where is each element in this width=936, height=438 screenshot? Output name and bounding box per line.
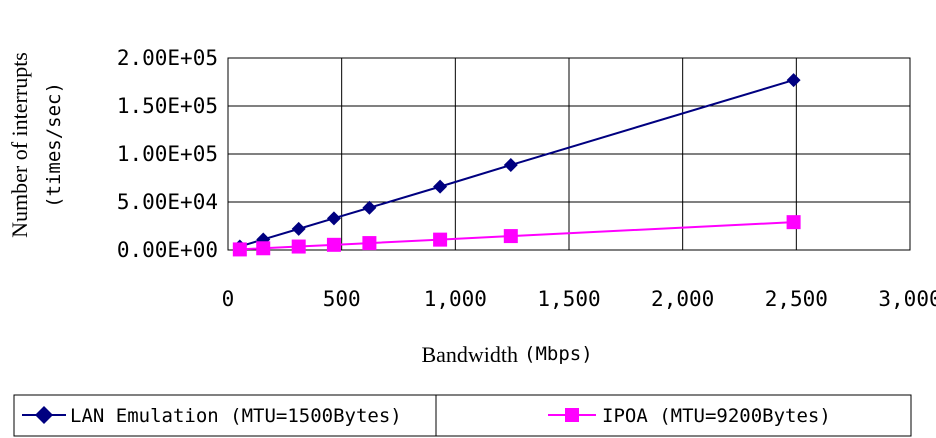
- y-tick-label: 0.00E+00: [117, 238, 218, 262]
- y-tick-label: 1.00E+05: [117, 142, 218, 166]
- x-axis-title-text: Bandwidth: [421, 342, 518, 367]
- y-axis-title-line1: Number of interrupts: [7, 52, 32, 238]
- y-tick-label: 5.00E+04: [117, 190, 218, 214]
- x-tick-label: 2,000: [651, 287, 714, 311]
- legend-label-ipoa: IPOA (MTU=9200Bytes): [602, 405, 831, 427]
- data-point-square: [433, 232, 448, 247]
- y-axis-ticks: 0.00E+00 5.00E+04 1.00E+05 1.50E+05 2.00E+05: [117, 46, 218, 262]
- data-point-diamond: [433, 179, 448, 194]
- data-point-square: [256, 241, 271, 256]
- x-axis-title-unit: (Mbps): [524, 343, 593, 365]
- y-tick-label: 2.00E+05: [117, 46, 218, 70]
- legend-box-left: [13, 394, 437, 437]
- y-tick-label: 1.50E+05: [117, 94, 218, 118]
- data-point-diamond: [326, 211, 341, 226]
- x-tick-label: 500: [323, 287, 361, 311]
- data-point-square: [326, 237, 341, 252]
- series-layer: [232, 73, 801, 257]
- x-tick-label: 3,000: [878, 287, 936, 311]
- x-tick-label: 2,500: [765, 287, 828, 311]
- y-axis-title: Number of interrupts (times/sec): [7, 52, 65, 238]
- legend-square-marker: [565, 408, 579, 422]
- legend-diamond-marker: [35, 406, 53, 424]
- y-axis-title-line2: (times/sec): [43, 82, 65, 208]
- data-point-diamond: [503, 158, 518, 173]
- legend: LAN Emulation (MTU=1500Bytes) IPOA (MTU=…: [13, 394, 912, 437]
- data-point-square: [786, 215, 801, 230]
- data-point-diamond: [291, 221, 306, 236]
- x-tick-label: 1,000: [424, 287, 487, 311]
- x-axis-title: Bandwidth (Mbps): [421, 342, 592, 367]
- x-tick-label: 1,500: [537, 287, 600, 311]
- data-point-square: [291, 239, 306, 254]
- legend-label-lan: LAN Emulation (MTU=1500Bytes): [70, 405, 402, 427]
- plot-area: [227, 57, 911, 251]
- series-line: [239, 79, 794, 248]
- data-point-square: [362, 236, 377, 251]
- data-point-square: [503, 229, 518, 244]
- series-ipoa: [232, 215, 801, 257]
- legend-box: [435, 394, 912, 437]
- x-axis-ticks: 0 500 1,000 1,500 2,000 2,500 3,000: [222, 287, 936, 311]
- data-point-diamond: [786, 73, 801, 88]
- x-tick-label: 0: [222, 287, 235, 311]
- legend-item-lan: LAN Emulation (MTU=1500Bytes): [22, 405, 402, 427]
- data-point-diamond: [362, 200, 377, 215]
- legend-item-ipoa: IPOA (MTU=9200Bytes): [548, 405, 831, 427]
- data-point-square: [232, 242, 247, 257]
